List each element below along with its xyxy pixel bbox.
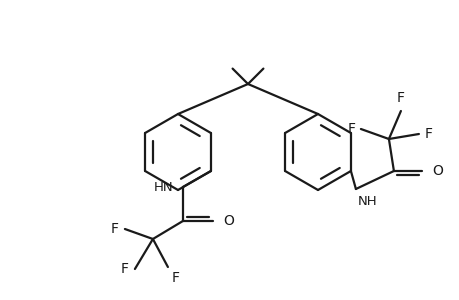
Text: F: F bbox=[121, 262, 129, 276]
Text: F: F bbox=[111, 222, 118, 236]
Text: HN: HN bbox=[153, 181, 173, 194]
Text: NH: NH bbox=[357, 195, 377, 208]
Text: F: F bbox=[172, 271, 179, 285]
Text: F: F bbox=[396, 91, 404, 105]
Text: O: O bbox=[431, 164, 442, 178]
Text: O: O bbox=[223, 214, 233, 228]
Text: F: F bbox=[424, 127, 432, 141]
Text: F: F bbox=[347, 122, 355, 136]
